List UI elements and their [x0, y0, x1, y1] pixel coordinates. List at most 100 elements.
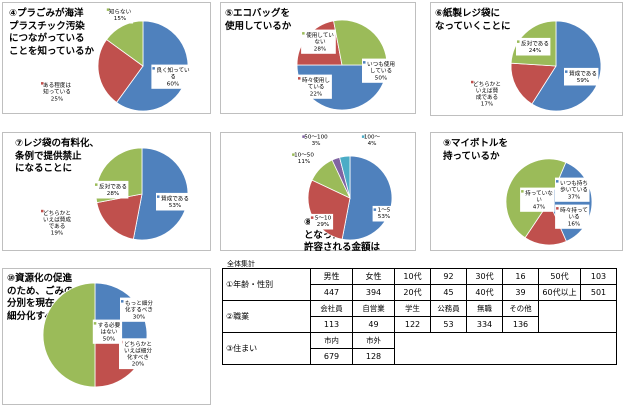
chart-title: ⑩資源化の促進 のため、ごみの 分別を現在よりも 細分化すべきか: [7, 273, 83, 322]
table-empty-cell: [394, 332, 617, 365]
section-label: ①年齢・性別: [222, 268, 311, 301]
table-cell: 122: [394, 316, 431, 333]
table-cell: 53: [430, 316, 467, 333]
table-cell: 10代: [394, 268, 431, 285]
legend-key: [361, 135, 365, 138]
legend-key: [292, 153, 295, 156]
table-cell: 16: [502, 268, 539, 285]
table-cell: 20代: [394, 284, 431, 301]
slice-label: 1～5 53%: [372, 205, 393, 222]
pie-chart-bag-charge-opinion: ⑦レジ袋の有料化、 条例で提供禁止 になることに 賛成である 53% どちらかといえば賛成…: [2, 132, 211, 251]
table-header-cell: 市内: [310, 332, 353, 349]
table-cell: 30代: [466, 268, 503, 285]
pie-chart-eco-bag-usage: ⑤エコバッグを 使用しているかいつも使用している 50% 時々使用している 22% 使用し…: [220, 2, 416, 114]
chart-title: ⑤エコバッグを 使用しているか: [225, 8, 292, 32]
pie-svg: 賛成である 59% どちらかといえば賛成である 17% 反対である 24%: [470, 20, 602, 112]
slice-label: 使用していない 28%: [301, 29, 336, 54]
slice-label: 5～10 29%: [309, 213, 334, 230]
legend-key: [152, 67, 155, 70]
slice-label: ある程度は知っている 25%: [40, 79, 73, 104]
table-row: ①年齢・性別 男性 女性 10代 92 30代 16 50代 103: [222, 268, 617, 301]
legend-key: [121, 300, 124, 303]
table-cell: 334: [466, 316, 503, 333]
svg-text:1～553%: 1～5 53%: [378, 207, 391, 220]
slice-label: 時々持っている 16%: [555, 204, 590, 229]
table-cell: 男性: [310, 268, 353, 285]
table-cell: 103: [580, 268, 617, 285]
pie-slice: [510, 62, 557, 105]
slice-label: 100～ 4%: [360, 133, 383, 149]
legend-key: [565, 70, 568, 73]
slice-label: どちらかといえば賛成である 19%: [40, 207, 73, 239]
slice-label: 賛成である 59%: [564, 67, 599, 86]
table-cell: 40代: [466, 284, 503, 301]
slice-label: いつも使用している 50%: [362, 58, 397, 83]
table-row: 679 128: [223, 348, 617, 365]
slice-label: どちらかといえば賛成である 17%: [470, 78, 503, 110]
legend-key: [41, 209, 44, 213]
slice-label: どちらかといえば細分化すべき 20%: [119, 338, 154, 370]
section-label: ③住まい: [222, 332, 311, 365]
table-row: ②職業 会社員 自営業 学生 公務員 無職 その他: [222, 300, 617, 333]
table-header-cell: 市外: [352, 332, 395, 349]
pie-svg: いつも使用している 50% 時々使用している 22% 使用していない 28%: [296, 19, 397, 111]
table-cell: 45: [430, 284, 467, 301]
slice-label: 反対である 24%: [516, 37, 551, 56]
table-cell: 679: [310, 348, 353, 365]
pie-chart-acceptable-bag-price: ⑧レジ袋が有料化となった場合許容される金額は1～553%5～1029%10～50…: [220, 132, 416, 253]
table-cell: 39: [502, 284, 539, 301]
pie-svg: もっと細分化するべき 30% どちらかといえば細分化すべき 20%する必要はない 50%: [42, 282, 155, 388]
table-cell: 50代: [538, 268, 581, 285]
chart-title: ⑥紙製レジ袋に なっていくことに: [435, 8, 511, 32]
slice-label: いつも持ち歩いている 37%: [555, 177, 590, 202]
pie-slice: [42, 282, 96, 388]
table-cell: 394: [352, 284, 395, 301]
slice-label: 知らない 15%: [105, 5, 134, 24]
table-header-cell: 無職: [466, 300, 503, 317]
table-cell: 60代以上: [538, 284, 581, 301]
table-cell: 136: [502, 316, 539, 333]
legend-key: [556, 180, 559, 183]
table-header-cell: 会社員: [310, 300, 353, 317]
legend-key: [556, 207, 559, 210]
svg-text:100～4%: 100～ 4%: [364, 134, 381, 147]
table-header-cell: 学生: [394, 300, 431, 317]
legend-key: [310, 216, 314, 219]
slice-label: 良く知っている 60%: [151, 64, 192, 89]
pie-slice: [333, 19, 388, 66]
slice-label: 時々使用している 22%: [297, 74, 332, 99]
legend-key: [106, 8, 110, 11]
pie-slice: [531, 20, 602, 112]
chart-title: ④プラごみが海洋 プラスチック汚染 につながっている ことを知っているか: [9, 8, 95, 57]
table-cell: 447: [310, 284, 353, 301]
slice-label: 10～50 11%: [291, 150, 316, 167]
pie-slice: [106, 20, 144, 67]
pie-svg: 1～5 53% 5～10 29% 10～50 11% 50～100 3% 100～ 4%: [291, 133, 393, 241]
slice-label: 50～100 3%: [301, 133, 330, 149]
table-header-cell: その他: [502, 300, 539, 317]
table-empty-cell: [538, 300, 617, 333]
table-row: 113 49 122 53 334 136: [223, 316, 617, 333]
pie-svg: 良く知っている 60% ある程度は知っている 25% 知らない 15%: [40, 5, 192, 112]
pie-chart-plastic-awareness: ④プラごみが海洋 プラスチック汚染 につながっている ことを知っているか 良く知っている…: [2, 2, 211, 114]
table-cell: 女性: [352, 268, 395, 285]
legend-key: [95, 183, 98, 186]
legend-key: [298, 77, 301, 80]
summary-table: ①年齢・性別 男性 女性 10代 92 30代 16 50代 103 447 3…: [222, 268, 617, 365]
slice-label: する必要はない 50%: [92, 319, 123, 344]
